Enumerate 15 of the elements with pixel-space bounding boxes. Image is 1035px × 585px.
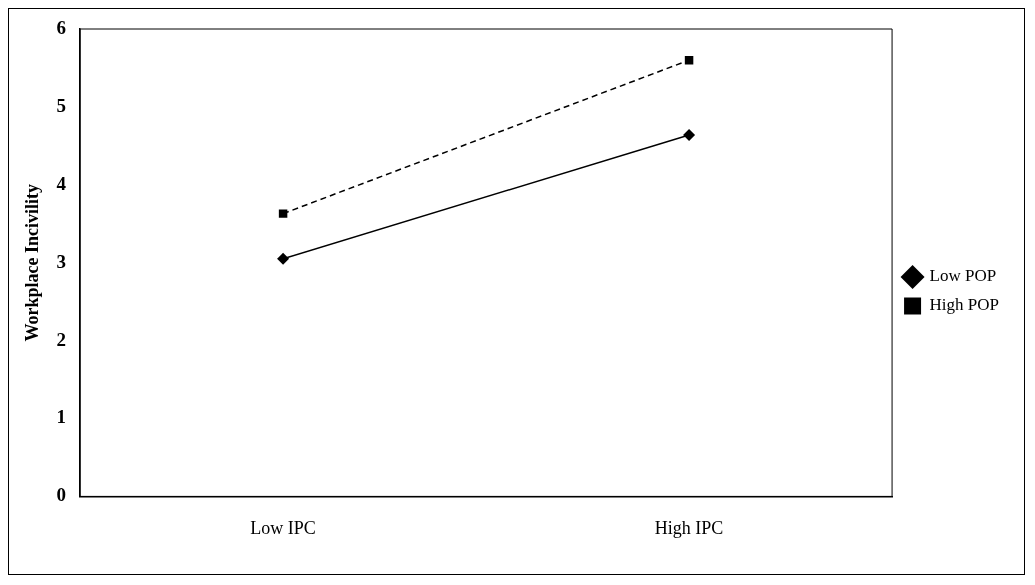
y-axis-title: Workplace Incivility [22, 183, 43, 342]
legend-label: Low POP [929, 266, 997, 286]
y-tick-label: 5 [56, 94, 67, 116]
y-tick-label: 6 [56, 16, 67, 38]
y-tick-label: 2 [56, 328, 67, 350]
y-tick-label: 1 [56, 406, 67, 428]
y-tick-label: 4 [56, 172, 67, 194]
legend-label: High POP [929, 295, 999, 315]
x-tick-label: High IPC [654, 517, 724, 538]
point [683, 128, 696, 141]
point [278, 209, 288, 218]
point [277, 252, 290, 265]
y-tick-label: 3 [56, 250, 67, 272]
x-tick-label: Low IPC [250, 517, 316, 538]
y-tick-label: 0 [56, 484, 67, 506]
